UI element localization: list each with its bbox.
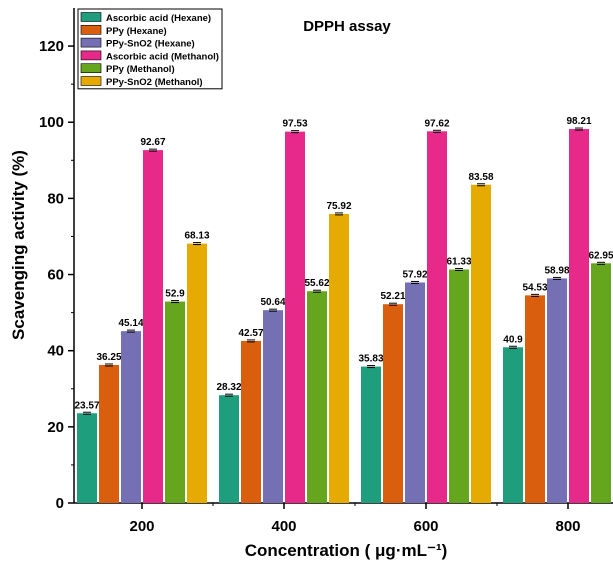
x-tick-label: 600 [413, 518, 438, 535]
x-axis-label: Concentration ( μg·mL⁻¹) [245, 541, 448, 560]
x-tick-label: 800 [555, 518, 580, 535]
legend-label: PPy-SnO2 (Hexane) [106, 39, 195, 50]
bar [121, 331, 141, 503]
y-tick-label: 100 [39, 114, 64, 131]
data-label: 52.9 [165, 289, 185, 300]
bar [263, 310, 283, 503]
bar [471, 184, 491, 503]
data-label: 35.83 [358, 354, 383, 365]
bar [547, 278, 567, 503]
data-label: 57.92 [402, 269, 427, 280]
data-label: 28.32 [216, 382, 241, 393]
legend-box [77, 8, 223, 90]
bar [427, 131, 447, 503]
data-label: 58.98 [544, 265, 569, 276]
data-label: 97.53 [282, 119, 307, 130]
bar [77, 413, 97, 503]
bar [405, 282, 425, 503]
data-label: 55.62 [304, 278, 329, 289]
bar [361, 366, 381, 503]
legend-swatch [80, 63, 102, 74]
legend-swatch [80, 24, 102, 35]
data-label: 50.64 [260, 297, 285, 308]
data-label: 42.57 [238, 328, 263, 339]
data-label: 97.62 [424, 118, 449, 129]
y-tick-label: 120 [39, 38, 64, 55]
legend-swatch [80, 76, 102, 86]
bar [449, 269, 469, 503]
y-tick-label: 60 [47, 267, 64, 284]
data-label: 83.58 [468, 172, 493, 183]
bar [219, 395, 239, 503]
data-label: 23.57 [74, 400, 99, 411]
y-tick-label: 40 [47, 343, 64, 360]
plot-area: 0 20 40 60 80 100 120 200 400 600 800 23.57 28.32 35.… [39, 8, 613, 535]
data-label: 98.21 [566, 116, 591, 127]
legend-swatch [80, 37, 102, 48]
bar [241, 340, 261, 503]
bar [307, 291, 327, 503]
bar [591, 263, 611, 503]
legend-swatch [80, 50, 102, 61]
x-tick-label: 400 [271, 518, 296, 535]
data-label: 52.21 [380, 291, 405, 302]
x-tick-label: 200 [129, 518, 154, 535]
data-label: 40.9 [503, 334, 523, 345]
bar [165, 301, 185, 503]
data-label: 92.67 [140, 137, 165, 148]
data-label: 68.13 [184, 231, 209, 242]
data-label: 54.53 [522, 282, 547, 293]
data-label: 36.25 [96, 352, 121, 363]
data-label: 61.33 [446, 256, 471, 267]
bar [99, 364, 119, 503]
bar [383, 304, 403, 503]
y-tick-label: 0 [56, 495, 64, 512]
y-axis-label: Scavenging activity (%) [9, 150, 28, 340]
legend-label: Ascorbic acid (Methanol) [106, 51, 219, 62]
bar [187, 243, 207, 504]
bar [285, 131, 305, 503]
y-tick-label: 80 [47, 190, 64, 207]
bar [503, 347, 523, 503]
data-label: 45.14 [118, 318, 143, 329]
bar [525, 295, 545, 503]
legend-label: PPy-SnO2 (Methanol) [106, 77, 203, 88]
bar [569, 129, 589, 503]
data-label: 75.92 [326, 201, 351, 212]
chart-title: DPPH assay [303, 18, 391, 35]
bar [143, 150, 163, 503]
bar [329, 213, 349, 504]
legend-label: PPy (Hexane) [106, 26, 167, 37]
data-label: 62.95 [588, 250, 613, 261]
legend-label: Ascorbic acid (Hexane) [106, 13, 211, 24]
legend: Ascorbic acid (Hexane) PPy (Hexane) PPy-Sn… [77, 8, 223, 90]
y-tick-label: 20 [47, 419, 64, 436]
legend-label: PPy (Methanol) [106, 64, 175, 75]
legend-swatch [80, 12, 102, 22]
